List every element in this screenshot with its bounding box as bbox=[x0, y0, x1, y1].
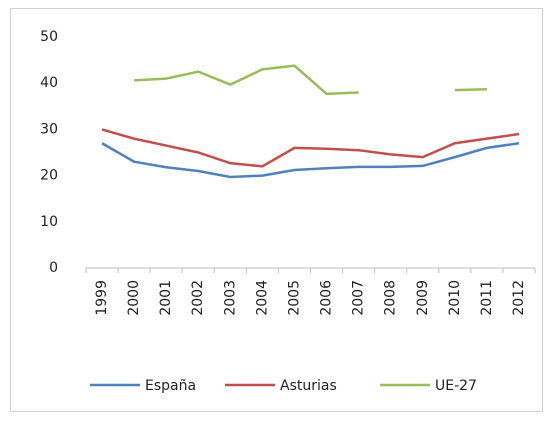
y-tick-label: 20 bbox=[40, 168, 58, 184]
legend-label: UE-27 bbox=[435, 378, 477, 394]
x-tick-label: 2005 bbox=[286, 280, 302, 316]
series-line bbox=[101, 142, 520, 179]
x-tick-label: 2003 bbox=[222, 280, 238, 316]
x-tick-label: 2009 bbox=[415, 280, 431, 316]
x-tick-label: 2002 bbox=[190, 280, 206, 316]
y-tick-label: 40 bbox=[40, 75, 58, 91]
x-tick-label: 2010 bbox=[447, 280, 463, 316]
x-tick-label: 2008 bbox=[383, 280, 399, 316]
x-tick-label: 2007 bbox=[351, 280, 367, 316]
y-tick-label: 0 bbox=[49, 260, 58, 276]
series-line bbox=[101, 128, 520, 168]
y-tick-label: 50 bbox=[40, 29, 58, 45]
x-tick-label: 2006 bbox=[319, 280, 335, 316]
x-tick-label: 2004 bbox=[254, 280, 270, 316]
x-tick-label: 2000 bbox=[126, 280, 142, 316]
y-tick-label: 30 bbox=[40, 121, 58, 137]
x-tick-label: 2012 bbox=[511, 280, 527, 316]
series-line bbox=[134, 64, 359, 96]
legend-label: España bbox=[145, 378, 196, 394]
legend-label: Asturias bbox=[280, 378, 337, 394]
x-tick-label: 2011 bbox=[479, 280, 495, 316]
series-line bbox=[454, 87, 487, 92]
y-tick-label: 10 bbox=[40, 214, 58, 230]
chart-frame bbox=[10, 8, 543, 412]
x-tick-label: 2001 bbox=[158, 280, 174, 316]
x-tick-label: 1999 bbox=[94, 280, 110, 316]
